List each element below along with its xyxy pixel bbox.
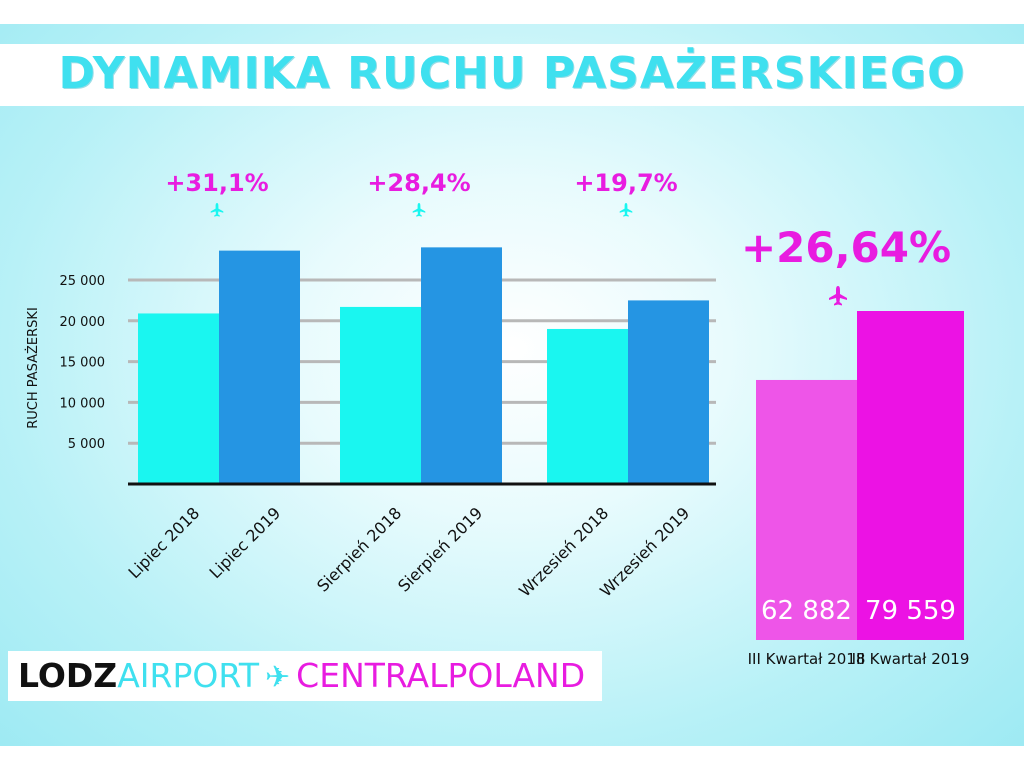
change-label: +19,7%: [574, 169, 677, 197]
bar-2019: [219, 250, 300, 484]
bar-2018: [547, 328, 628, 484]
title-band: [0, 44, 1024, 106]
logo-box: [8, 651, 602, 701]
plane-icon: [210, 203, 224, 217]
category-label: Lipiec 2018: [125, 503, 204, 582]
plane-icon: [619, 203, 633, 217]
bar-2019: [421, 247, 502, 484]
bar-2018: [138, 313, 219, 484]
plane-icon: [412, 203, 426, 217]
y-tick-label: 20 000: [60, 315, 106, 330]
category-label: Sierpień 2019: [394, 503, 486, 595]
quarter-value-label: 62 882: [761, 596, 852, 626]
bar-2019: [628, 300, 709, 484]
plane-icon-large: [829, 286, 847, 306]
y-tick-label: 25 000: [60, 274, 106, 289]
category-label: Lipiec 2019: [206, 503, 285, 582]
y-tick-label: 15 000: [60, 356, 106, 371]
logo-airport: AIRPORT: [117, 656, 260, 695]
category-label: Sierpień 2018: [313, 503, 405, 595]
bar-2018: [340, 306, 421, 484]
quarter-category-label: III Kwartał 2019: [852, 650, 970, 668]
logo-centralpoland: CENTRALPOLAND: [296, 656, 586, 695]
y-axis-label: RUCH PASAŻERSKI: [25, 307, 41, 429]
quarter-category-label: III Kwartał 2018: [748, 650, 866, 668]
airport-logo: LODZAIRPORT ✈ CENTRALPOLAND: [18, 656, 585, 695]
logo-plane-icon: ✈: [265, 660, 291, 695]
logo-lodz: LODZ: [18, 656, 118, 695]
y-tick-label: 10 000: [60, 396, 106, 411]
change-label: +28,4%: [367, 169, 470, 197]
y-tick-label: 5 000: [68, 437, 105, 452]
quarter-bar: [857, 311, 964, 640]
quarter-change-label: +26,64%: [741, 223, 951, 272]
change-label: +31,1%: [165, 169, 268, 197]
quarter-value-label: 79 559: [865, 596, 956, 626]
page-title: DYNAMIKA RUCHU PASAŻERSKIEGO: [58, 48, 966, 99]
quarter-bar: [756, 379, 857, 640]
